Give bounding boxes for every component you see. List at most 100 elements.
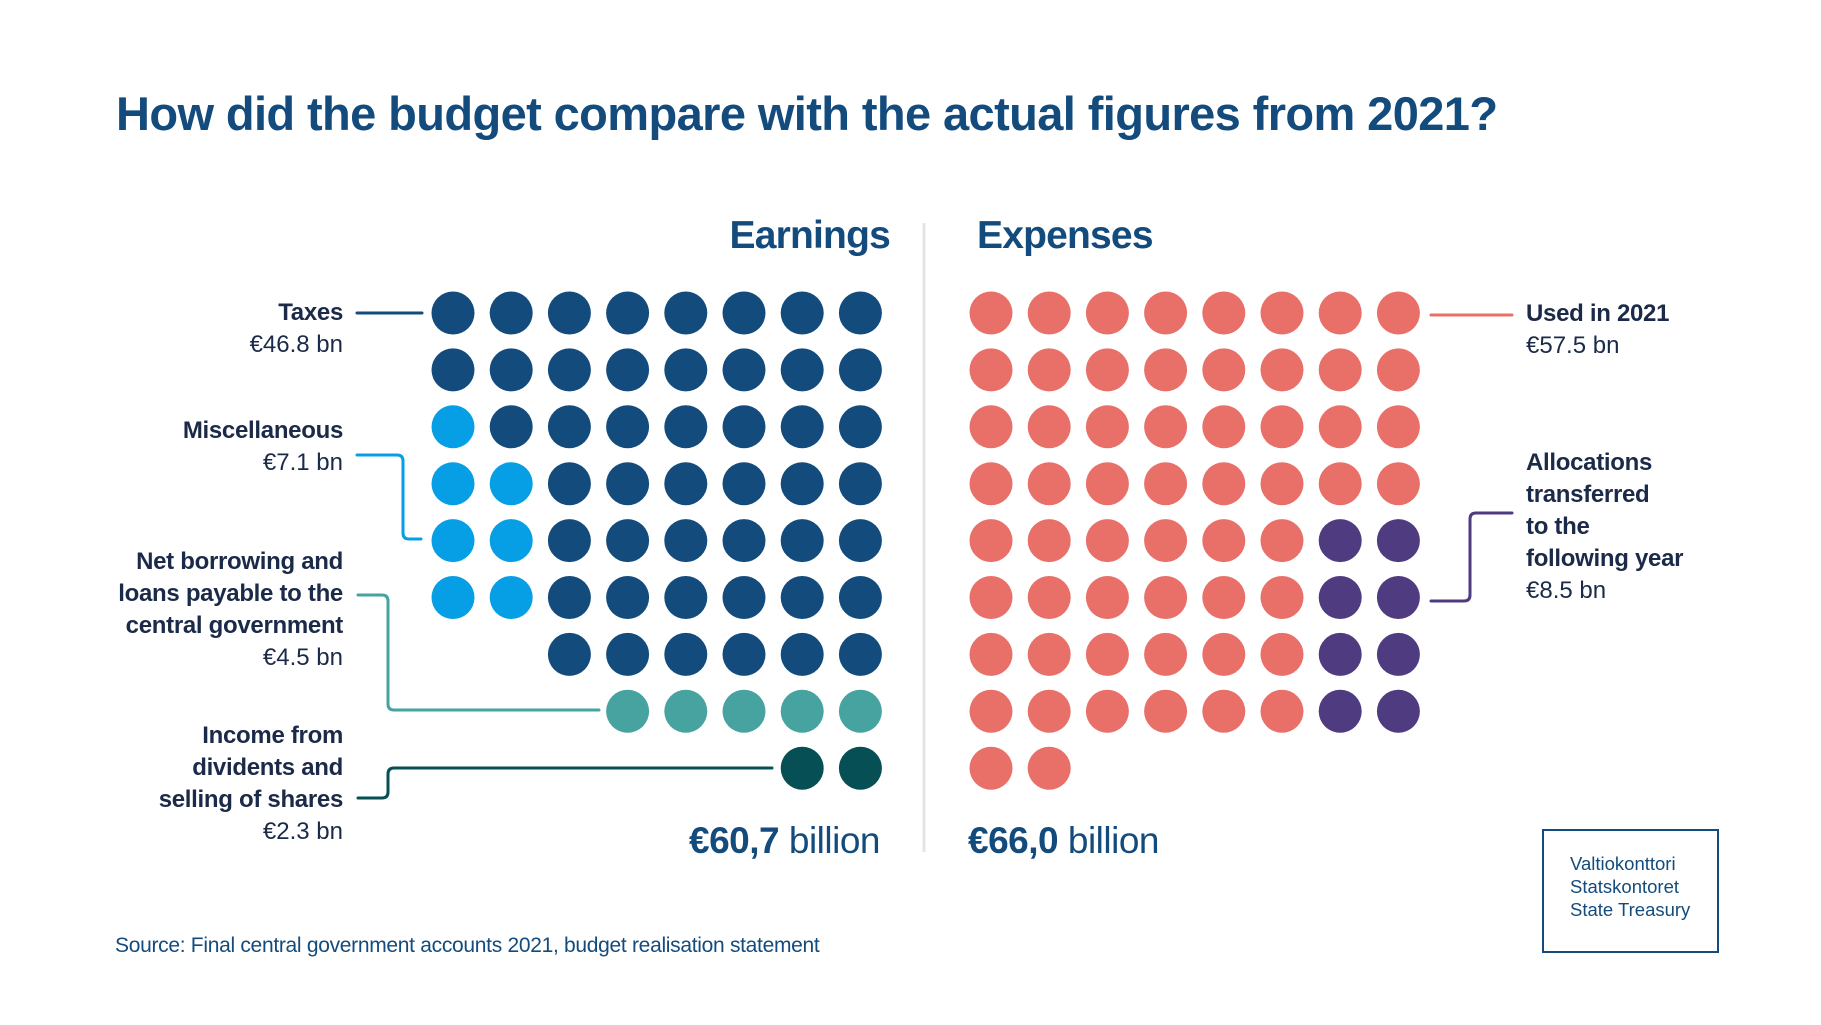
dot-earnings-taxes — [722, 291, 766, 335]
dot-earnings-taxes — [489, 348, 533, 392]
dot-earnings-taxes — [838, 348, 882, 392]
connector-miscellaneous — [355, 453, 423, 541]
dot-earnings-taxes — [606, 348, 650, 392]
dot-earnings-miscellaneous — [431, 405, 475, 449]
dot-expenses-used — [1144, 462, 1188, 506]
dot-expenses-allocations — [1318, 519, 1362, 563]
expenses-total-prefix: € — [968, 820, 989, 861]
legend-income-dividends: Income from dividents and selling of sha… — [158, 720, 344, 848]
dot-expenses-used — [1085, 348, 1129, 392]
dot-expenses-used — [1027, 405, 1071, 449]
legend-allocations-line-1: Allocations — [1526, 449, 1653, 476]
dot-expenses-used — [1202, 519, 1246, 563]
dot-expenses-used — [1085, 462, 1129, 506]
dot-earnings-taxes — [722, 348, 766, 392]
dot-expenses-used — [1085, 519, 1129, 563]
connector-net-borrowing — [356, 593, 601, 712]
dot-expenses-used — [1085, 291, 1129, 335]
dot-earnings-income-from-dividents — [780, 746, 824, 790]
dot-earnings-income-from-dividents — [838, 746, 882, 790]
dot-expenses-used — [1318, 462, 1362, 506]
logo-line-finnish: Valtiokonttori — [1570, 853, 1676, 874]
dot-earnings-net-borrowing — [664, 689, 708, 733]
dot-earnings-miscellaneous — [431, 576, 475, 619]
dot-earnings-taxes — [780, 348, 824, 392]
expenses-total: €66,0 billion — [968, 820, 1160, 862]
dot-earnings-taxes — [547, 291, 591, 335]
expenses-total-amount: 66,0 — [988, 820, 1059, 861]
dot-expenses-used — [1144, 348, 1188, 392]
dot-expenses-used — [1085, 632, 1129, 676]
dot-expenses-used — [1144, 689, 1188, 733]
dot-earnings-net-borrowing — [838, 689, 882, 733]
legend-income-dividends-line-3: selling of shares — [158, 786, 344, 813]
dot-expenses-used — [969, 689, 1013, 733]
chart-title: How did the budget compare with the actu… — [116, 87, 1498, 140]
dot-expenses-allocations — [1376, 576, 1420, 619]
dot-expenses-used — [1318, 348, 1362, 392]
dot-expenses-used — [1027, 746, 1071, 790]
dot-expenses-used — [969, 405, 1013, 449]
dot-expenses-used — [1260, 291, 1304, 335]
dot-earnings-net-borrowing — [606, 689, 650, 733]
dot-earnings-taxes — [722, 576, 766, 619]
dot-expenses-used — [1085, 689, 1129, 733]
dot-expenses-used — [969, 746, 1013, 790]
dot-expenses-allocations — [1318, 632, 1362, 676]
dot-earnings-taxes — [489, 405, 533, 449]
dot-expenses-used — [1027, 291, 1071, 335]
dot-earnings-taxes — [664, 462, 708, 506]
dot-earnings-taxes — [606, 405, 650, 449]
dot-earnings-taxes — [780, 519, 824, 563]
dot-expenses-used — [1260, 576, 1304, 619]
legend-income-dividends-line-2: dividents and — [192, 754, 343, 781]
earnings-total-amount: 60,7 — [709, 820, 780, 861]
dot-earnings-taxes — [489, 291, 533, 335]
dot-expenses-used — [1202, 689, 1246, 733]
dot-expenses-allocations — [1318, 576, 1362, 619]
dot-earnings-miscellaneous — [431, 519, 475, 563]
logo-line-swedish: Statskontoret — [1570, 876, 1680, 897]
dot-expenses-used — [1202, 576, 1246, 619]
dot-earnings-taxes — [838, 632, 882, 676]
dot-expenses-used — [1202, 348, 1246, 392]
dot-expenses-used — [1144, 576, 1188, 619]
connector-allocations — [1429, 511, 1514, 603]
dot-expenses-used — [969, 576, 1013, 619]
legend-income-dividends-line-1: Income from — [202, 722, 343, 749]
dot-expenses-used — [1202, 291, 1246, 335]
legend-net-borrowing: Net borrowing and loans payable to the c… — [118, 546, 343, 674]
dot-expenses-used — [969, 519, 1013, 563]
expenses-total-unit: billion — [1067, 820, 1160, 861]
dot-expenses-used — [1027, 576, 1071, 619]
dot-expenses-used — [969, 291, 1013, 335]
dot-expenses-used — [1260, 348, 1304, 392]
dot-earnings-taxes — [664, 291, 708, 335]
dot-expenses-used — [1260, 689, 1304, 733]
dot-expenses-used — [969, 462, 1013, 506]
dot-earnings-taxes — [606, 576, 650, 619]
dot-expenses-used — [1144, 291, 1188, 335]
earnings-total-prefix: € — [689, 820, 710, 861]
dot-earnings-taxes — [664, 576, 708, 619]
dot-earnings-taxes — [838, 462, 882, 506]
dot-expenses-used — [1202, 462, 1246, 506]
earnings-total: €60,7 billion — [689, 820, 881, 862]
legend-taxes-value: €46.8 bn — [249, 331, 343, 358]
dot-earnings-taxes — [606, 462, 650, 506]
legend-used-2021: Used in 2021 €57.5 bn — [1526, 298, 1669, 362]
dot-expenses-allocations — [1318, 689, 1362, 733]
dot-expenses-used — [1144, 405, 1188, 449]
dot-earnings-taxes — [606, 291, 650, 335]
legend-net-borrowing-value: €4.5 bn — [262, 644, 343, 671]
dot-earnings-taxes — [547, 576, 591, 619]
dot-expenses-used — [1085, 576, 1129, 619]
dot-earnings-taxes — [780, 462, 824, 506]
dot-expenses-used — [1376, 291, 1420, 335]
dot-earnings-miscellaneous — [489, 576, 533, 619]
legend-taxes-name: Taxes — [278, 299, 343, 326]
dot-expenses-used — [1202, 405, 1246, 449]
legend-allocations-line-4: following year — [1526, 545, 1684, 572]
dot-expenses-used — [1318, 291, 1362, 335]
